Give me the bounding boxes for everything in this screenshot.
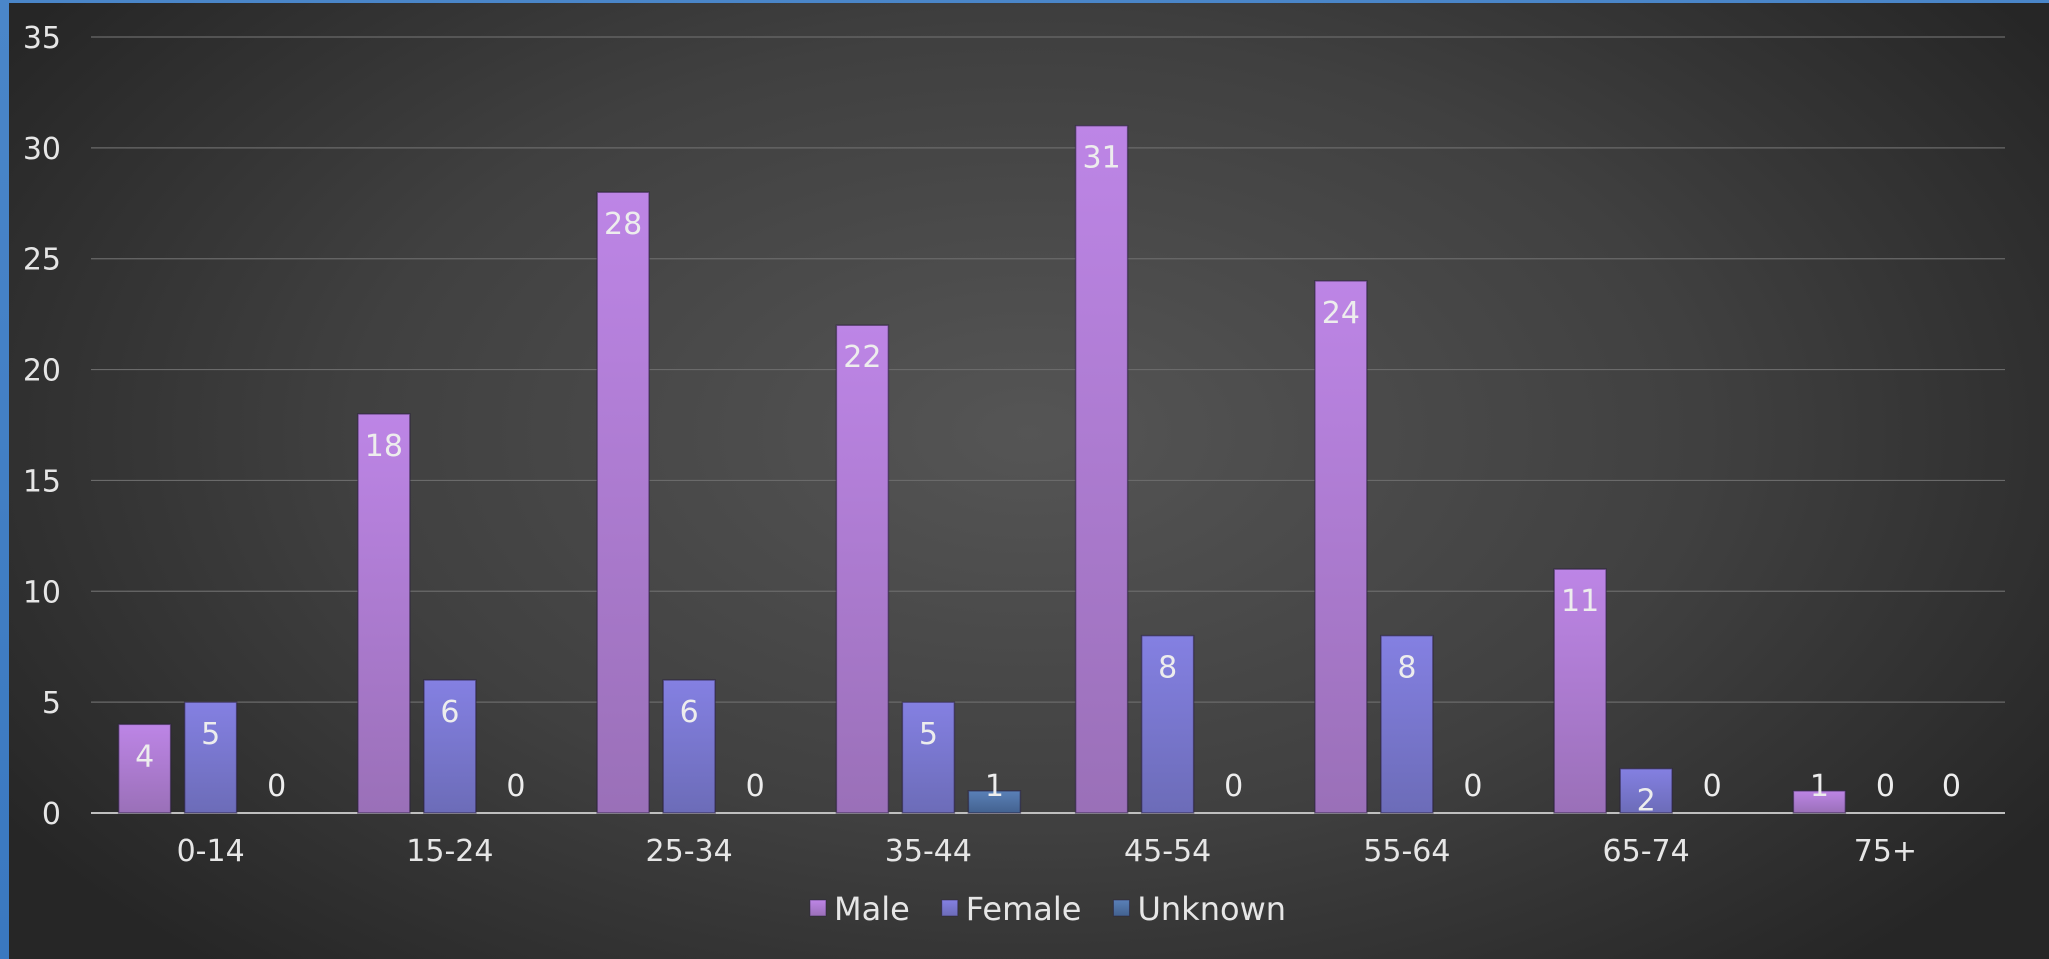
- x-tick-label: 0-14: [177, 834, 245, 869]
- data-label: 0: [1463, 769, 1482, 804]
- legend-item-male: Male: [809, 890, 910, 928]
- y-tick-label: 25: [23, 243, 61, 278]
- bar-female-45-54: [1140, 634, 1195, 814]
- x-tick-label: 75+: [1854, 834, 1917, 869]
- bar-female-15-24: [423, 679, 477, 814]
- data-label: 0: [1703, 769, 1722, 804]
- data-label: 0: [267, 769, 286, 804]
- data-label: 31: [1083, 141, 1121, 176]
- legend-swatch: [1112, 899, 1130, 917]
- bars: [117, 124, 1847, 814]
- chart-frame: 0 5 10 15 20 25 30 35 4 5 0 18 6 0 28 6 0 22 5 1 31 8 0 24 8 0 11…: [9, 3, 2049, 959]
- data-label: 2: [1637, 784, 1656, 819]
- y-tick-label: 5: [42, 686, 61, 721]
- data-labels: 4 5 0 18 6 0 28 6 0 22 5 1 31 8 0 24 8 0 11 2 0 1 0 0: [135, 141, 1961, 819]
- data-label: 28: [604, 207, 642, 242]
- data-label: 4: [135, 739, 154, 774]
- bar-female-65-74: [1619, 767, 1673, 814]
- x-tick-label: 55-64: [1363, 834, 1450, 869]
- data-label: 0: [1224, 769, 1243, 804]
- data-label: 5: [201, 717, 220, 752]
- bar-female-25-34: [662, 679, 716, 814]
- bar-female-0-14: [183, 701, 238, 814]
- legend: Male Female Unknown: [809, 890, 1286, 928]
- y-axis-ticks: 0 5 10 15 20 25 30 35: [23, 21, 61, 832]
- y-tick-label: 10: [23, 575, 61, 610]
- x-tick-label: 45-54: [1124, 834, 1211, 869]
- x-tick-label: 65-74: [1603, 834, 1690, 869]
- y-tick-label: 20: [23, 354, 61, 389]
- data-label: 0: [1942, 769, 1961, 804]
- bar-male-45-54: [1074, 124, 1129, 814]
- data-label: 1: [985, 769, 1004, 804]
- legend-label: Unknown: [1137, 890, 1286, 928]
- legend-label: Female: [966, 890, 1082, 928]
- data-label: 6: [440, 695, 459, 730]
- data-label: 8: [1397, 651, 1416, 686]
- data-label: 22: [843, 340, 881, 375]
- legend-swatch: [941, 899, 959, 917]
- legend-item-female: Female: [941, 890, 1082, 928]
- x-axis-ticks: 0-14 15-24 25-34 35-44 45-54 55-64 65-74 75+: [177, 834, 1917, 869]
- bar-male-0-14: [117, 723, 172, 814]
- data-label: 6: [680, 695, 699, 730]
- y-tick-label: 0: [42, 797, 61, 832]
- bar-male-35-44: [835, 324, 890, 814]
- y-tick-label: 35: [23, 21, 61, 56]
- data-label: 0: [746, 769, 765, 804]
- data-label: 0: [1876, 769, 1895, 804]
- bar-male-65-74: [1553, 568, 1607, 814]
- data-label: 18: [365, 429, 403, 464]
- bar-unknown-35-44: [967, 790, 1022, 814]
- legend-swatch: [809, 899, 827, 917]
- data-label: 5: [919, 717, 938, 752]
- bar-male-55-64: [1314, 280, 1368, 814]
- bar-female-55-64: [1380, 634, 1434, 814]
- legend-label: Male: [834, 890, 910, 928]
- legend-item-unknown: Unknown: [1112, 890, 1286, 928]
- data-label: 24: [1322, 296, 1360, 331]
- bar-female-35-44: [901, 701, 956, 814]
- x-tick-label: 25-34: [646, 834, 733, 869]
- data-label: 0: [506, 769, 525, 804]
- data-label: 8: [1158, 651, 1177, 686]
- bar-male-25-34: [596, 191, 650, 814]
- x-tick-label: 35-44: [885, 834, 972, 869]
- data-label: 1: [1810, 769, 1829, 804]
- bar-male-75+: [1792, 790, 1847, 814]
- bar-male-15-24: [357, 413, 411, 814]
- x-tick-label: 15-24: [406, 834, 493, 869]
- y-tick-label: 15: [23, 464, 61, 499]
- y-tick-label: 30: [23, 132, 61, 167]
- data-label: 11: [1561, 584, 1599, 619]
